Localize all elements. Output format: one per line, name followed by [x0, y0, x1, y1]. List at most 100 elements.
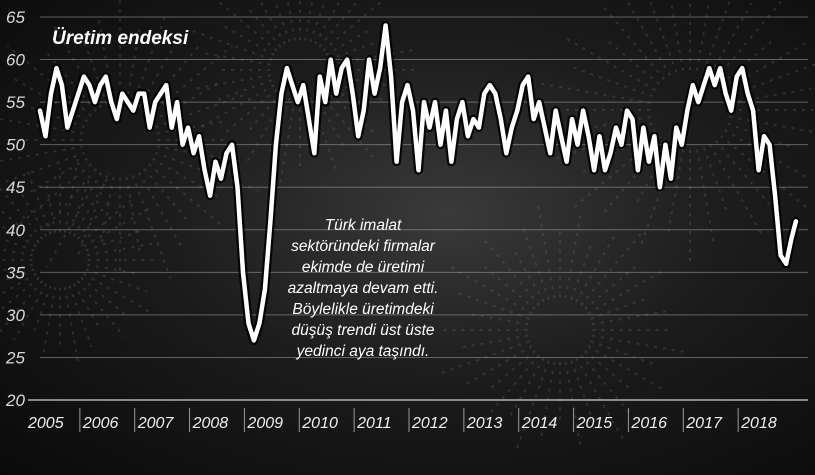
firework-ray: [148, 44, 234, 117]
firework-ray: [14, 163, 92, 229]
firework-ray: [580, 354, 631, 415]
firework-ray: [521, 227, 550, 300]
firework-ray: [245, 92, 282, 135]
firework-ray: [439, 340, 530, 375]
y-tick-label: 45: [6, 178, 25, 197]
firework-ray: [602, 139, 666, 214]
firework-ray: [318, 0, 361, 48]
firework-ray: [570, 360, 596, 425]
firework-ray: [702, 0, 732, 73]
series-line: [37, 23, 799, 343]
firework-ray: [729, 115, 815, 134]
firework-ray: [327, 34, 396, 61]
firework-ray: [0, 208, 40, 244]
firework-ray: [200, 51, 271, 66]
firework-ray: [68, 285, 93, 348]
firework-ray: [16, 186, 48, 237]
firework-ray: [0, 276, 40, 312]
firework-ray: [724, 41, 807, 91]
y-tick-label: 60: [6, 51, 25, 70]
firework-ray: [83, 272, 154, 315]
firework-ray: [325, 27, 374, 56]
firework-ray: [44, 50, 97, 112]
firework-ray: [45, 171, 103, 268]
x-tick-label: 2010: [301, 415, 338, 432]
firework-ray: [322, 0, 385, 52]
firework-ray: [0, 263, 34, 272]
x-tick-label: 2016: [630, 415, 667, 432]
firework-ray: [72, 172, 111, 237]
chart-annotation: Türk imalat sektöründeki firmalar ekimde d…: [268, 215, 458, 362]
firework-ray: [75, 174, 109, 259]
firework-ray: [329, 48, 416, 66]
firework-ray: [137, 171, 184, 250]
firework-ray: [222, 88, 278, 136]
firework-ray: [590, 340, 655, 366]
firework-ray: [273, 0, 291, 43]
firework-ray: [457, 291, 530, 320]
firework-ray: [695, 0, 711, 71]
series-lines: [35, 21, 801, 345]
firework-ray: [76, 280, 126, 338]
firework-ray: [100, 176, 115, 244]
firework-ray: [189, 28, 273, 61]
y-tick-label: 50: [6, 136, 25, 155]
firework-ray: [267, 97, 291, 158]
firework-ray: [28, 157, 89, 194]
firework-ray: [584, 264, 638, 310]
firework-ray: [695, 149, 715, 243]
firework-ray: [41, 286, 57, 359]
firework-ray: [86, 241, 159, 257]
firework-ray: [63, 153, 80, 234]
x-axis: 2005 2006 2007 2008 2009 2010 2011 2012 2013 2014…: [27, 399, 808, 432]
firework-ray: [20, 103, 86, 129]
firework-ray: [536, 204, 556, 299]
y-axis: 20 25 30 35 40 45 50 55 60 65: [5, 8, 25, 410]
firework-ray: [97, 15, 115, 104]
y-tick-label: 65: [6, 8, 25, 27]
x-tick-label: 2014: [521, 415, 558, 432]
y-tick-label: 35: [6, 263, 25, 282]
firework-ray: [535, 81, 651, 105]
firework-ray: [125, 176, 142, 254]
firework-ray: [587, 345, 663, 391]
firework-ray: [50, 21, 103, 109]
firework-ray: [575, 357, 625, 441]
x-tick-label: 2007: [137, 415, 175, 432]
firework-ray: [314, 0, 342, 45]
firework-ray: [590, 297, 646, 320]
firework-ray: [85, 268, 148, 293]
firework-ray: [63, 286, 80, 367]
y-tick-label: 20: [5, 391, 25, 410]
firework-ray: [219, 22, 275, 56]
firework-ray: [258, 0, 286, 45]
firework-ray: [154, 92, 249, 129]
x-tick-label: 2011: [356, 415, 391, 432]
firework-ray: [278, 99, 296, 186]
firework-ray: [143, 42, 202, 112]
firework-ray: [212, 79, 273, 103]
firework-ray: [727, 122, 796, 150]
firework-ray: [0, 248, 34, 257]
x-tick-label: 2006: [82, 415, 119, 432]
firework-ray: [461, 334, 529, 349]
firework-ray: [0, 117, 84, 135]
firework-ray: [156, 120, 224, 135]
x-tick-label: 2018: [740, 415, 777, 432]
firework-ray: [12, 283, 48, 341]
firework-ray: [591, 334, 686, 354]
firework-ray: [83, 40, 109, 106]
firework-ray: [449, 265, 533, 315]
firework-ray: [148, 163, 226, 229]
firework-ray: [603, 37, 661, 86]
firework-ray: [245, 5, 282, 48]
firework-ray: [83, 205, 154, 248]
x-tick-label: 2008: [192, 415, 229, 432]
firework-ray: [68, 180, 90, 235]
firework-ray: [489, 350, 536, 390]
x-tick-label: 2013: [466, 415, 503, 432]
firework-ray: [570, 244, 593, 300]
firework-ray: [1, 151, 86, 185]
firework-ray: [648, 0, 678, 73]
